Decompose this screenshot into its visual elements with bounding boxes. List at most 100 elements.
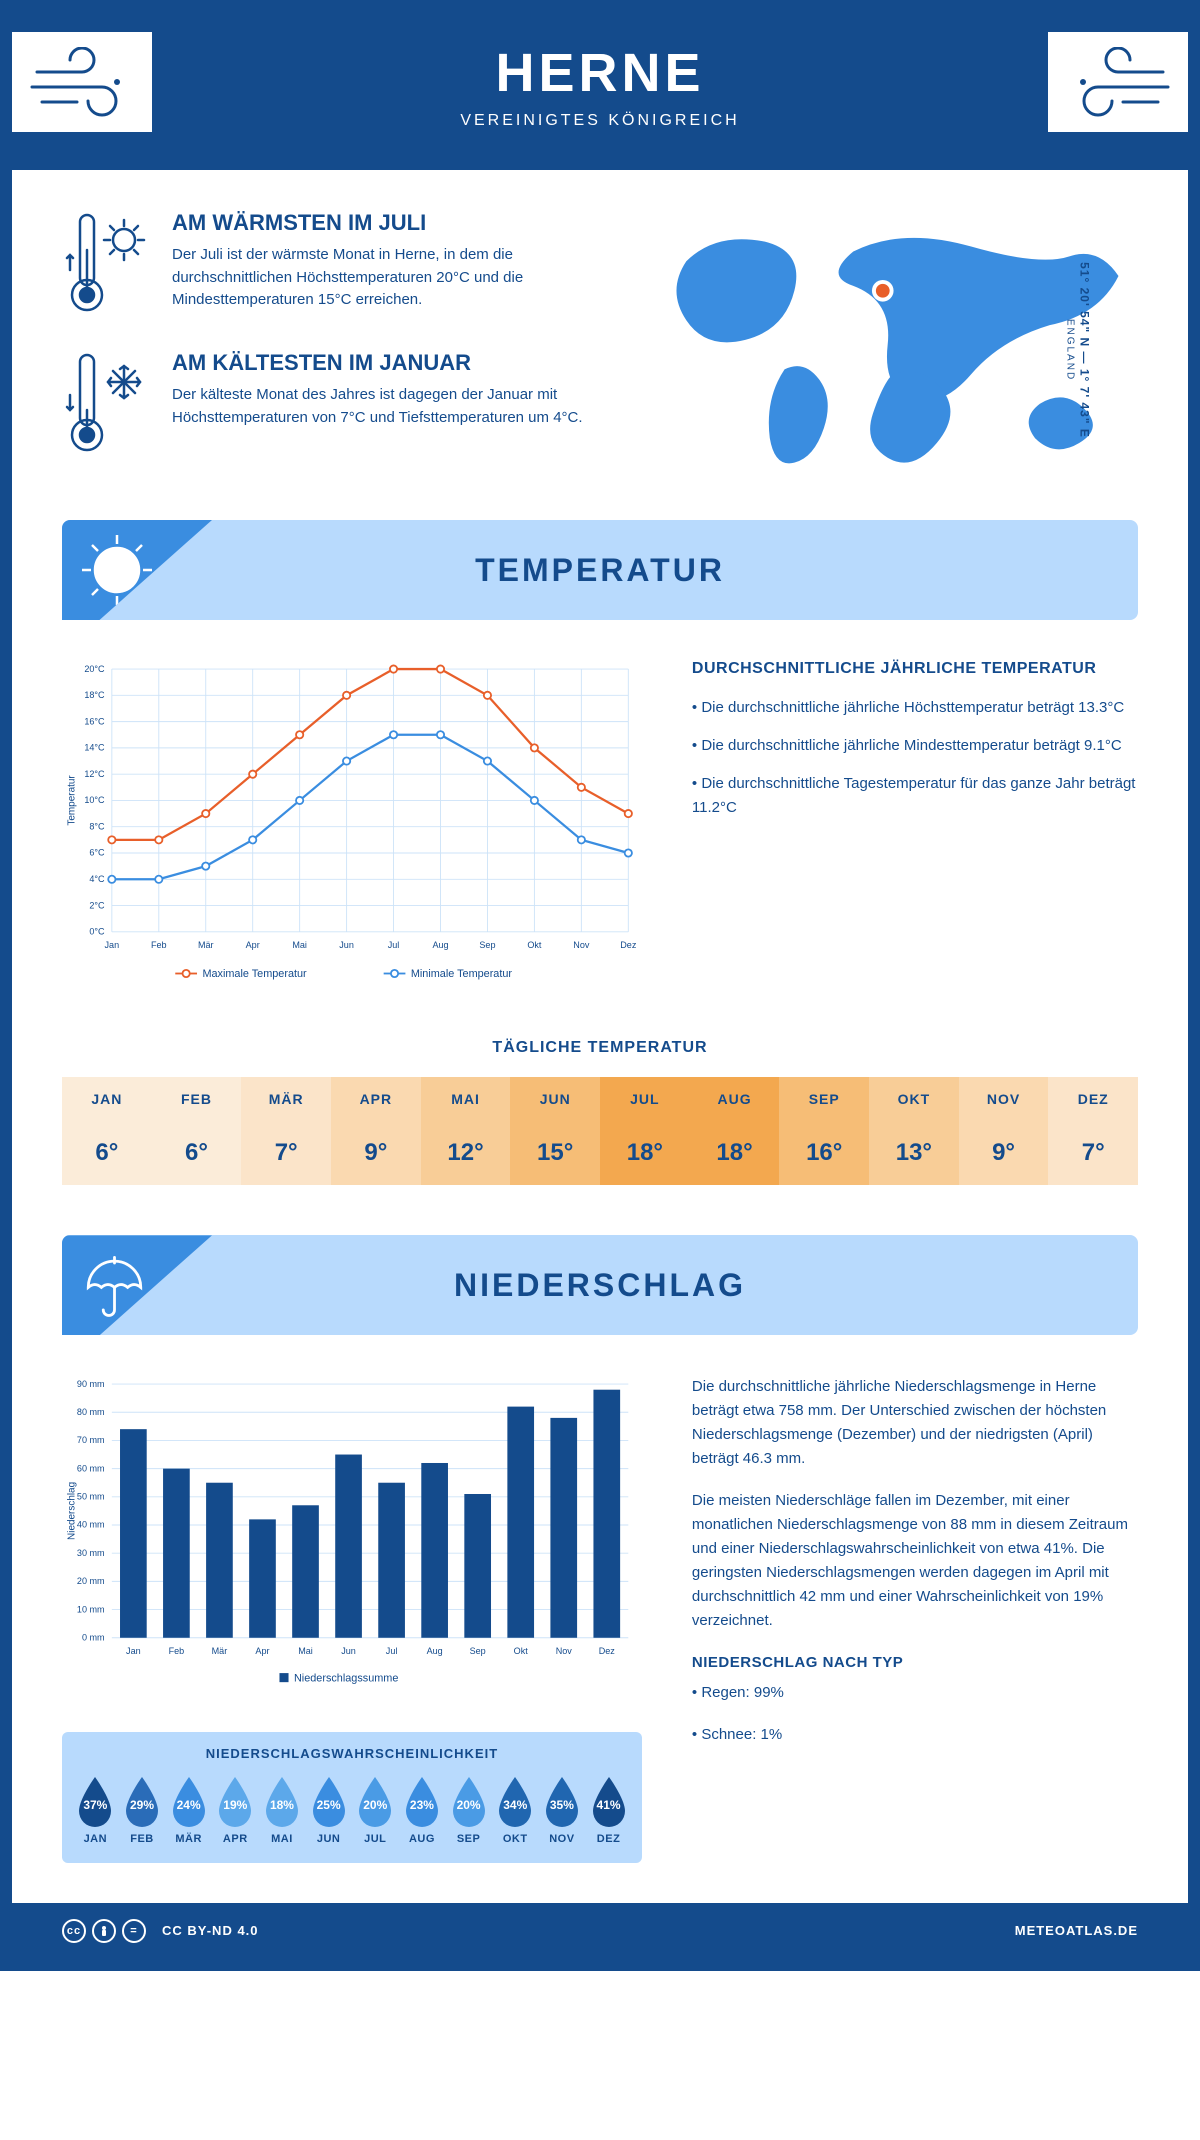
svg-text:90 mm: 90 mm [77,1379,105,1389]
section-banner-temperatur: TEMPERATUR [62,520,1138,620]
svg-text:Mär: Mär [198,940,214,950]
page-title: HERNE [32,42,1168,104]
precip-prob-cell: 19% APR [212,1775,259,1845]
svg-text:10°C: 10°C [84,795,105,805]
svg-text:16°C: 16°C [84,716,105,726]
drop-icon: 20% [354,1775,396,1827]
svg-text:20 mm: 20 mm [77,1576,105,1586]
daily-temp-value: 15° [510,1121,600,1185]
precipitation-chart: 0 mm10 mm20 mm30 mm40 mm50 mm60 mm70 mm8… [62,1375,642,1701]
precip-prob-cell: 29% FEB [119,1775,166,1845]
fact-warmest-text: Der Juli ist der wärmste Monat in Herne,… [172,244,627,312]
svg-text:40 mm: 40 mm [77,1520,105,1530]
svg-text:Okt: Okt [514,1646,529,1656]
wind-icon [1048,32,1188,132]
svg-text:70 mm: 70 mm [77,1435,105,1445]
precip-body: 0 mm10 mm20 mm30 mm40 mm50 mm60 mm70 mm8… [12,1335,1188,1902]
daily-temp-month: SEP [779,1077,869,1121]
section-title-niederschlag: NIEDERSCHLAG [62,1267,1138,1304]
daily-temp-month: JUN [510,1077,600,1121]
svg-text:Niederschlagssumme: Niederschlagssumme [294,1673,398,1685]
fact-coldest-title: AM KÄLTESTEN IM JANUAR [172,350,627,376]
license-block: cc = CC BY-ND 4.0 [62,1919,259,1943]
precip-prob-cell: 20% JUL [352,1775,399,1845]
drop-icon: 18% [261,1775,303,1827]
nd-icon: = [122,1919,146,1943]
fact-warmest: AM WÄRMSTEN IM JULI Der Juli ist der wär… [62,210,627,320]
daily-temp-month: MAI [421,1077,511,1121]
svg-text:Sep: Sep [470,1646,486,1656]
svg-text:Dez: Dez [599,1646,616,1656]
svg-text:Maximale Temperatur: Maximale Temperatur [202,968,307,980]
svg-text:Minimale Temperatur: Minimale Temperatur [411,968,513,980]
svg-text:Jun: Jun [341,1646,356,1656]
temp-bullet: • Die durchschnittliche Tagestemperatur … [692,772,1138,820]
daily-temp-value: 18° [600,1121,690,1185]
daily-temp-month: DEZ [1048,1077,1138,1121]
svg-text:12°C: 12°C [84,769,105,779]
daily-temp-value: 7° [1048,1121,1138,1185]
precip-prob-cell: 18% MAI [259,1775,306,1845]
svg-text:Feb: Feb [169,1646,185,1656]
drop-icon: 24% [168,1775,210,1827]
daily-temp-month: MÄR [241,1077,331,1121]
drop-icon: 41% [588,1775,630,1827]
svg-text:14°C: 14°C [84,743,105,753]
svg-text:Jan: Jan [105,940,120,950]
svg-text:Jan: Jan [126,1646,141,1656]
precip-prob-title: NIEDERSCHLAGSWAHRSCHEINLICHKEIT [72,1746,632,1761]
daily-temp-month: OKT [869,1077,959,1121]
drop-icon: 37% [74,1775,116,1827]
drop-icon: 35% [541,1775,583,1827]
page-subtitle: VEREINIGTES KÖNIGREICH [32,112,1168,130]
section-banner-niederschlag: NIEDERSCHLAG [62,1235,1138,1335]
fact-coldest: AM KÄLTESTEN IM JANUAR Der kälteste Mona… [62,350,627,460]
coordinates: 51° 20' 54" N — 1° 7' 43" E ENGLAND [1065,262,1092,438]
svg-text:8°C: 8°C [89,821,105,831]
svg-text:Jul: Jul [386,1646,398,1656]
svg-text:0 mm: 0 mm [82,1633,105,1643]
daily-temp-value: 6° [152,1121,242,1185]
svg-text:Jul: Jul [388,940,400,950]
precip-type-bullet: • Schnee: 1% [692,1723,1138,1747]
daily-temp-month: FEB [152,1077,242,1121]
header: HERNE VEREINIGTES KÖNIGREICH [12,12,1188,170]
svg-text:50 mm: 50 mm [77,1492,105,1502]
daily-temp-value: 16° [779,1121,869,1185]
precip-paragraph: Die meisten Niederschläge fallen im Deze… [692,1489,1138,1633]
precip-probability-box: NIEDERSCHLAGSWAHRSCHEINLICHKEIT 37% JAN … [62,1732,642,1863]
svg-text:Mär: Mär [212,1646,228,1656]
daily-temp-value: 12° [421,1121,511,1185]
drop-icon: 19% [214,1775,256,1827]
svg-text:30 mm: 30 mm [77,1548,105,1558]
daily-temp-month: NOV [959,1077,1049,1121]
svg-text:2°C: 2°C [89,900,105,910]
drop-icon: 29% [121,1775,163,1827]
temp-body: 0°C2°C4°C6°C8°C10°C12°C14°C16°C18°C20°CJ… [12,620,1188,1029]
daily-temp-month: AUG [690,1077,780,1121]
svg-text:Sep: Sep [479,940,495,950]
svg-text:Okt: Okt [527,940,542,950]
svg-text:Aug: Aug [432,940,448,950]
precip-prob-cell: 37% JAN [72,1775,119,1845]
section-title-temperatur: TEMPERATUR [62,552,1138,589]
svg-text:18°C: 18°C [84,690,105,700]
svg-text:20°C: 20°C [84,664,105,674]
page: HERNE VEREINIGTES KÖNIGREICH [0,0,1200,1971]
daily-temp-month: APR [331,1077,421,1121]
daily-temp-value-row: 6°6°7°9°12°15°18°18°16°13°9°7° [62,1121,1138,1185]
cc-icon: cc [62,1919,86,1943]
daily-temp-value: 18° [690,1121,780,1185]
precip-prob-cell: 23% AUG [399,1775,446,1845]
drop-icon: 20% [448,1775,490,1827]
precip-prob-cell: 34% OKT [492,1775,539,1845]
daily-temp-month: JUL [600,1077,690,1121]
precip-prob-cell: 41% DEZ [585,1775,632,1845]
svg-text:Temperatur: Temperatur [67,775,78,826]
svg-text:Jun: Jun [339,940,354,950]
daily-temp-month: JAN [62,1077,152,1121]
drop-icon: 25% [308,1775,350,1827]
svg-text:Nov: Nov [573,940,590,950]
temp-text-heading: DURCHSCHNITTLICHE JÄHRLICHE TEMPERATUR [692,660,1138,678]
svg-text:Mai: Mai [298,1646,313,1656]
